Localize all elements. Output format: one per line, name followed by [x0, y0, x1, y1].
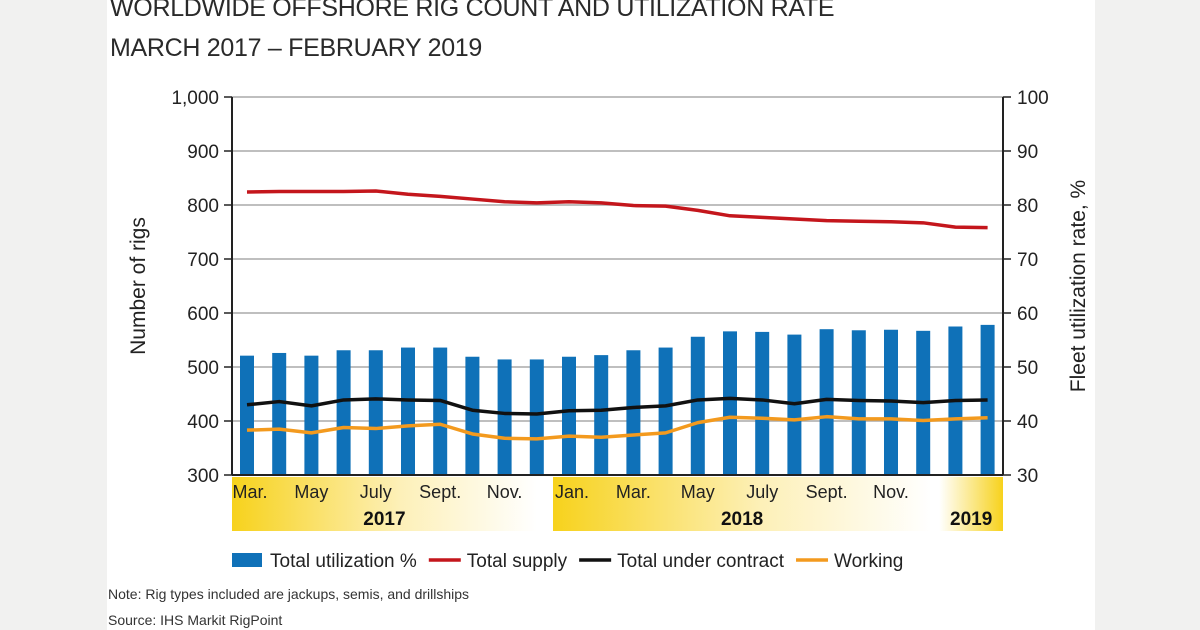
y-tick-label: 400 [187, 412, 219, 433]
bar-utilization [658, 347, 673, 475]
x-tick-label: July [360, 482, 392, 502]
year-label: 2019 [950, 509, 992, 530]
y2-tick-label: 40 [1017, 412, 1038, 433]
x-tick-label: Jan. [555, 482, 589, 502]
y2-tick-label: 70 [1017, 250, 1038, 271]
bar-utilization [851, 330, 866, 475]
line-total-under-contract [246, 396, 988, 416]
x-tick-label: Nov. [487, 482, 523, 502]
year-band [939, 477, 1003, 531]
chart-note: Note: Rig types included are jackups, se… [108, 586, 470, 602]
bar-utilization [465, 356, 480, 475]
bar-utilization [690, 336, 705, 475]
y-tick-label: 700 [187, 250, 219, 271]
y-tick-label: 1,000 [171, 88, 219, 109]
line-working [246, 414, 988, 441]
bar-utilization [368, 350, 383, 475]
y-tick-label: 900 [187, 142, 219, 163]
bar-utilization [594, 355, 609, 475]
x-tick-label: Mar. [616, 482, 651, 502]
year-band [232, 477, 537, 531]
year-label: 2018 [721, 509, 763, 530]
bar-utilization [562, 356, 576, 475]
bar-utilization [272, 352, 287, 475]
x-tick-label: May [681, 482, 715, 502]
bar-utilization [401, 347, 415, 475]
legend-label: Working [834, 551, 903, 572]
chart-subtitle: MARCH 2017 – FEBRUARY 2019 [110, 34, 483, 62]
bar-utilization [819, 329, 834, 475]
bar-utilization [626, 350, 641, 475]
y2-tick-label: 60 [1017, 304, 1038, 325]
legend-label: Total supply [467, 551, 568, 572]
bar-utilization [723, 331, 737, 475]
bar-utilization [336, 350, 351, 475]
legend-label: Total utilization % [270, 551, 417, 572]
y2-tick-label: 30 [1017, 466, 1038, 487]
chart-title: WORLDWIDE OFFSHORE RIG COUNT AND UTILIZA… [110, 0, 835, 22]
bar-utilization [497, 359, 512, 475]
line-total-supply [246, 189, 988, 230]
year-band [553, 477, 932, 531]
y2-tick-label: 100 [1017, 88, 1049, 109]
y2-tick-label: 50 [1017, 358, 1038, 379]
x-tick-label: Nov. [873, 482, 909, 502]
bar-utilization [433, 347, 448, 475]
x-tick-label: May [294, 482, 328, 502]
chart-source: Source: IHS Markit RigPoint [108, 612, 283, 628]
y-tick-label: 600 [187, 304, 219, 325]
bar-utilization [240, 355, 254, 475]
y2-tick-label: 90 [1017, 142, 1038, 163]
x-tick-label: July [746, 482, 778, 502]
y-tick-label: 800 [187, 196, 219, 217]
y-axis-title: Number of rigs [127, 217, 150, 355]
legend-label: Total under contract [617, 551, 785, 572]
x-tick-label: Sept. [806, 482, 848, 502]
bar-utilization [755, 331, 770, 475]
y-tick-label: 500 [187, 358, 219, 379]
year-label: 2017 [363, 509, 405, 530]
y-tick-label: 300 [187, 466, 219, 487]
x-tick-label: Sept. [419, 482, 461, 502]
bar-utilization [529, 359, 544, 475]
y2-axis-title: Fleet utilization rate, % [1067, 180, 1090, 392]
legend-swatch [232, 553, 262, 567]
y2-tick-label: 80 [1017, 196, 1038, 217]
bar-utilization [304, 355, 319, 475]
x-tick-label: Mar. [232, 482, 267, 502]
